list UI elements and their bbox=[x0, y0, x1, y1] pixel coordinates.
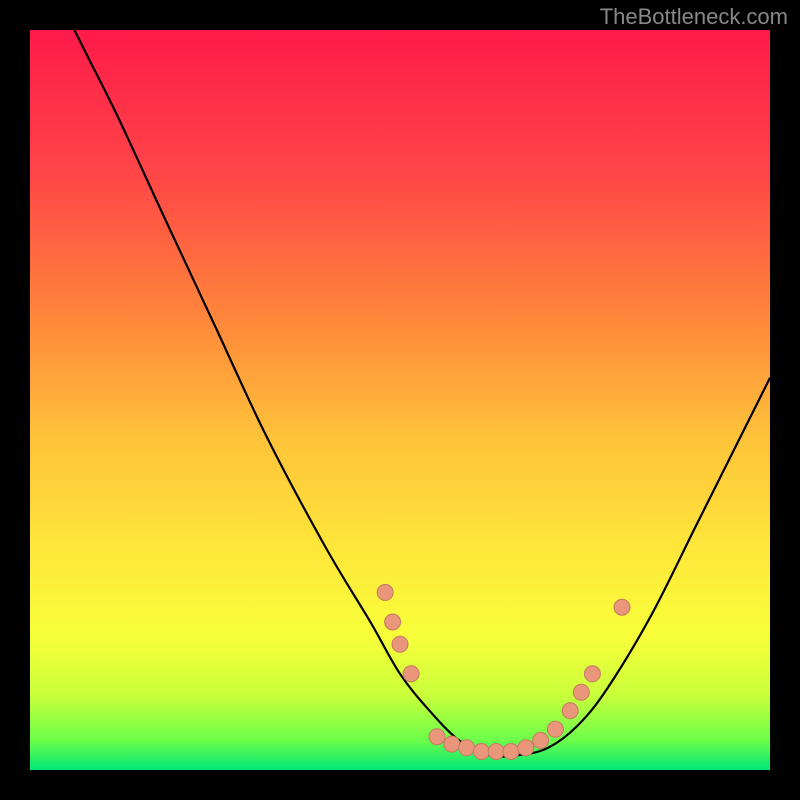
data-marker bbox=[614, 599, 630, 615]
data-marker bbox=[584, 666, 600, 682]
data-marker bbox=[473, 744, 489, 760]
data-marker bbox=[547, 721, 563, 737]
data-marker bbox=[562, 703, 578, 719]
data-marker bbox=[573, 684, 589, 700]
data-marker bbox=[518, 740, 534, 756]
data-marker bbox=[503, 744, 519, 760]
chart-background bbox=[30, 30, 770, 770]
data-marker bbox=[488, 744, 504, 760]
chart-svg bbox=[30, 30, 770, 770]
chart-container bbox=[30, 30, 770, 770]
data-marker bbox=[429, 729, 445, 745]
data-marker bbox=[403, 666, 419, 682]
data-marker bbox=[444, 736, 460, 752]
data-marker bbox=[392, 636, 408, 652]
watermark-text: TheBottleneck.com bbox=[600, 4, 788, 30]
data-marker bbox=[385, 614, 401, 630]
data-marker bbox=[459, 740, 475, 756]
data-marker bbox=[533, 732, 549, 748]
data-marker bbox=[377, 584, 393, 600]
